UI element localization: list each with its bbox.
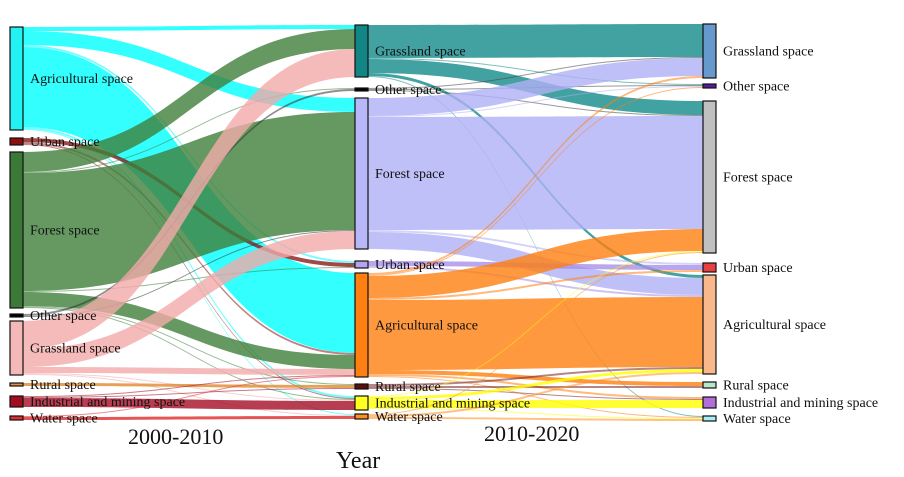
flow-link-m_rural-to-r_agri	[368, 367, 703, 386]
node-label-l_water: Water space	[30, 412, 98, 427]
flow-link-l_grass-to-m_agri	[23, 367, 355, 375]
flow-links	[23, 24, 703, 421]
node-label-r_other: Other space	[723, 80, 789, 95]
flow-link-l_forest-to-m_urban	[23, 267, 355, 292]
node-label-r_agri: Agricultural space	[723, 318, 826, 333]
flow-link-m_urban-to-r_agri	[368, 266, 703, 297]
node-r_urban	[702, 262, 717, 273]
flow-link-m_grass-to-r_grass	[368, 24, 703, 58]
flow-link-m_agri-to-r_water	[368, 376, 703, 418]
flow-link-m_ind-to-r_water	[368, 408, 703, 419]
flow-link-l_forest-to-m_ind	[23, 307, 355, 400]
flow-link-l_grass-to-m_grass	[23, 49, 355, 349]
node-label-l_rural: Rural space	[30, 378, 96, 393]
node-m_urban	[354, 260, 369, 269]
flow-link-m_rural-to-r_rural	[368, 386, 703, 388]
node-r_agri	[702, 274, 717, 375]
flow-link-l_ind-to-m_agri	[23, 375, 355, 397]
node-label-l_ind: Industrial and mining space	[30, 395, 185, 410]
flow-link-l_forest-to-m_grass	[23, 29, 355, 172]
node-label-m_ind: Industrial and mining space	[375, 397, 530, 412]
node-r_other	[702, 83, 717, 89]
flow-link-l_agri-to-m_grass	[23, 25, 355, 31]
flow-link-m_forest-to-r_forest	[368, 116, 703, 230]
flow-link-l_water-to-m_water	[23, 416, 355, 420]
node-label-l_forest: Forest space	[30, 224, 100, 239]
flow-link-l_forest-to-m_rural	[23, 306, 355, 385]
flow-link-l_agri-to-m_ind	[23, 127, 355, 398]
node-label-l_other: Other space	[30, 309, 96, 324]
stage-label-2010-2020: 2010-2020	[484, 421, 580, 446]
node-l_forest	[9, 151, 24, 309]
node-r_ind	[702, 396, 717, 409]
node-label-r_water: Water space	[723, 412, 791, 427]
flow-link-m_water-to-r_agri	[368, 372, 703, 417]
node-m_forest	[354, 97, 369, 250]
node-label-l_urban: Urban space	[30, 135, 100, 150]
flow-link-m_water-to-r_forest	[368, 252, 703, 415]
flow-link-m_agri-to-r_grass	[368, 76, 703, 275]
node-label-r_rural: Rural space	[723, 379, 789, 394]
node-r_water	[702, 415, 717, 422]
flow-link-m_other-to-r_grass	[368, 57, 703, 89]
flow-link-m_other-to-r_forest	[368, 90, 703, 116]
node-m_ind	[354, 395, 369, 411]
node-m_water	[354, 413, 369, 420]
flow-link-m_grass-to-r_other	[368, 58, 703, 85]
flow-link-l_forest-to-m_other	[23, 88, 355, 173]
node-l_urban	[9, 137, 24, 146]
node-r_rural	[702, 381, 717, 389]
flow-link-l_water-to-m_agri	[23, 376, 355, 417]
node-label-m_agri: Agricultural space	[375, 319, 478, 334]
node-label-r_urban: Urban space	[723, 261, 793, 276]
node-label-r_ind: Industrial and mining space	[723, 396, 878, 411]
node-label-m_water: Water space	[375, 410, 443, 425]
node-label-m_other: Other space	[375, 83, 441, 98]
flow-link-l_grass-to-m_water	[23, 374, 355, 416]
land-type-nodes	[9, 23, 717, 422]
x-axis-title: Year	[336, 448, 381, 474]
flow-link-m_ind-to-r_forest	[368, 251, 703, 397]
node-label-m_forest: Forest space	[375, 167, 445, 182]
node-l_water	[9, 415, 24, 421]
stage-label-2000-2010: 2000-2010	[128, 424, 224, 449]
node-labels: Agricultural space Urban space Forest spac…	[30, 45, 878, 428]
flow-link-m_forest-to-r_other	[368, 86, 703, 117]
node-l_grass	[9, 320, 24, 376]
flow-link-l_ind-to-m_ind	[23, 398, 355, 410]
flow-link-m_agri-to-r_rural	[368, 370, 703, 386]
flow-link-m_forest-to-r_urban	[368, 230, 703, 265]
flow-link-l_urban-to-m_ind	[23, 144, 355, 399]
flow-link-l_other-to-m_forest	[23, 230, 355, 317]
flow-link-l_grass-to-m_forest	[23, 231, 355, 367]
node-l_other	[9, 313, 24, 318]
node-label-r_forest: Forest space	[723, 171, 793, 186]
flow-link-m_forest-to-r_grass	[368, 58, 703, 116]
node-r_grass	[702, 23, 717, 79]
node-l_rural	[9, 382, 24, 387]
node-r_forest	[702, 100, 717, 254]
node-label-m_urban: Urban space	[375, 258, 445, 273]
node-label-r_grass: Grassland space	[723, 45, 814, 60]
node-l_agri	[9, 26, 24, 131]
node-label-l_agri: Agricultural space	[30, 72, 133, 87]
node-l_ind	[9, 395, 24, 408]
flow-link-l_ind-to-m_rural	[23, 388, 355, 398]
node-m_grass	[354, 24, 369, 78]
flow-link-m_ind-to-r_agri	[368, 369, 703, 400]
flow-link-m_agri-to-r_other	[368, 87, 703, 276]
node-label-l_grass: Grassland space	[30, 342, 121, 357]
node-m_other	[354, 87, 369, 92]
flow-link-m_agri-to-r_forest	[368, 229, 703, 298]
node-label-m_rural: Rural space	[375, 380, 441, 395]
node-m_rural	[354, 383, 369, 390]
flow-link-m_agri-to-r_urban	[368, 270, 703, 300]
node-label-m_grass: Grassland space	[375, 45, 466, 60]
node-m_agri	[354, 272, 369, 378]
flow-link-m_water-to-r_water	[368, 417, 703, 421]
flow-link-m_ind-to-r_ind	[368, 400, 703, 408]
